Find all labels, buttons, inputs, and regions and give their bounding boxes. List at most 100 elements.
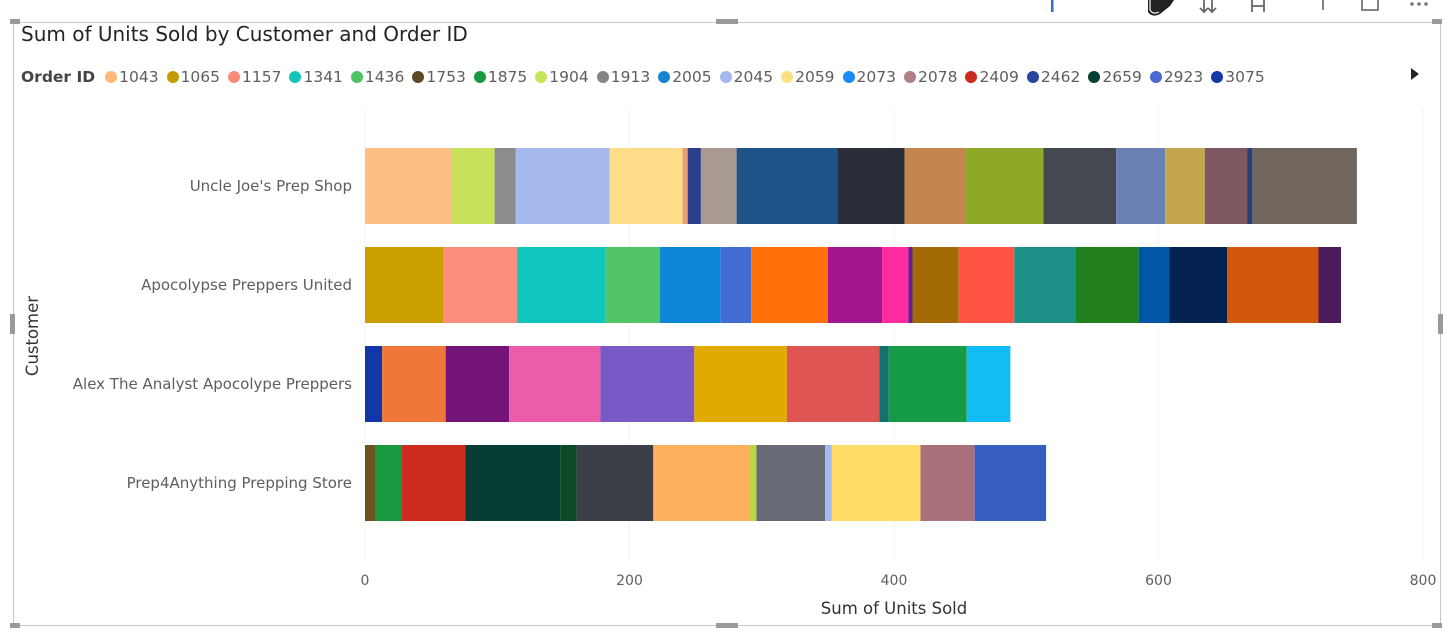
legend-item[interactable]: 2059 [781, 68, 842, 86]
bar-segment [879, 346, 889, 422]
legend-item[interactable]: 2923 [1149, 68, 1211, 86]
bar-segment [920, 445, 975, 521]
legend: Order ID 1043 1065 1157 1341 1436 1753 1875 190… [21, 66, 1273, 88]
bar-segment [966, 346, 1011, 422]
legend-item[interactable]: 1341 [289, 68, 350, 86]
bar-segment [609, 148, 683, 224]
bar-segment [1043, 148, 1117, 224]
bar-segment [1138, 247, 1170, 323]
x-tick-label: 0 [361, 573, 370, 589]
resize-handle-corner-tl[interactable] [10, 19, 20, 24]
bar-segment [653, 445, 750, 521]
legend-item[interactable]: 3075 [1211, 68, 1272, 86]
bar-segment [1014, 247, 1076, 323]
y-axis-title: Customer [23, 296, 42, 376]
bar-segment [365, 346, 383, 422]
expand-all-icon[interactable] [1199, 0, 1217, 14]
legend-item[interactable]: 1913 [596, 68, 658, 86]
bar-segment [600, 346, 695, 422]
legend-label: 3075 [1225, 68, 1265, 86]
legend-label: 2005 [672, 68, 712, 86]
legend-item[interactable]: 1065 [166, 68, 228, 86]
legend-label: 2059 [795, 68, 835, 86]
legend-item[interactable]: 2462 [1026, 68, 1088, 86]
category-label: Apocolypse Preppers United [141, 276, 352, 294]
x-tick-label: 200 [616, 573, 643, 589]
legend-item[interactable]: 2409 [965, 68, 1026, 86]
legend-item[interactable]: 2045 [719, 68, 781, 86]
legend-label: 1753 [426, 68, 466, 86]
legend-item[interactable]: 2659 [1088, 68, 1149, 86]
drill-up-icon[interactable] [1051, 0, 1054, 12]
legend-item[interactable]: 1904 [535, 68, 596, 86]
bar-segment [908, 247, 913, 323]
bar-segment [958, 247, 1015, 323]
bar-segment [375, 445, 403, 521]
legend-swatch [658, 71, 671, 83]
bar-segment [365, 247, 444, 323]
legend-swatch [228, 71, 241, 83]
legend-label: 2078 [918, 68, 958, 86]
bar-segment [515, 148, 610, 224]
legend-swatch [965, 71, 978, 83]
legend-item[interactable]: 1436 [350, 68, 412, 86]
bar-segment [1165, 148, 1205, 224]
resize-handle-corner-tr[interactable] [1432, 19, 1442, 24]
legend-swatch [1088, 71, 1101, 83]
bar-segment [888, 346, 967, 422]
bar-segment [786, 346, 880, 422]
focus-mode-icon[interactable] [1361, 0, 1379, 11]
legend-item[interactable]: 1043 [105, 68, 166, 86]
bar-segment [756, 445, 826, 521]
drill-down-icon[interactable] [1251, 0, 1265, 12]
legend-item[interactable]: 2078 [904, 68, 965, 86]
bar-segment [402, 445, 466, 521]
resize-handle-right[interactable] [1438, 314, 1443, 334]
resize-handle-left[interactable] [10, 314, 15, 334]
bar-segment [751, 247, 828, 323]
bar-segment [659, 247, 721, 323]
bar-segment [1252, 148, 1357, 224]
legend-label: 2923 [1163, 68, 1204, 86]
bar-segment [825, 445, 832, 521]
legend-label: 1341 [303, 68, 343, 86]
legend-item[interactable]: 1157 [228, 68, 289, 86]
legend-item[interactable]: 2073 [842, 68, 904, 86]
category-label: Uncle Joe's Prep Shop [190, 177, 352, 195]
legend-swatch [1211, 71, 1224, 83]
category-label: Alex The Analyst Apocolype Preppers [73, 375, 352, 393]
bar-segment [1247, 148, 1253, 224]
x-tick-label: 400 [881, 573, 908, 589]
resize-handle-corner-bl[interactable] [10, 623, 20, 628]
resize-handle-corner-br[interactable] [1432, 623, 1442, 628]
legend-next-arrow-icon[interactable] [1411, 68, 1419, 80]
bar-segment [605, 247, 660, 323]
legend-swatch [781, 71, 794, 83]
bar-segment [1318, 247, 1342, 323]
resize-handle-bottom[interactable] [716, 623, 738, 628]
legend-swatch [289, 71, 302, 83]
bar-segment [1204, 148, 1248, 224]
legend-label: 1157 [242, 68, 282, 86]
legend-label: 2045 [733, 68, 774, 86]
legend-item[interactable]: 2005 [658, 68, 719, 86]
bar-segment [560, 445, 577, 521]
bar-segment [720, 247, 752, 323]
bar-segment [517, 247, 606, 323]
legend-item[interactable]: 1753 [412, 68, 473, 86]
legend-swatch [719, 71, 732, 83]
legend-label: 1065 [180, 68, 221, 86]
bar-segment [445, 346, 510, 422]
bar-segment [1169, 247, 1228, 323]
chart-title: Sum of Units Sold by Customer and Order … [21, 22, 468, 46]
legend-item[interactable]: 1875 [473, 68, 535, 86]
resize-handle-top[interactable] [716, 19, 738, 24]
bar-segment [904, 148, 966, 224]
bar-segment [576, 445, 654, 521]
legend-swatch [904, 71, 916, 83]
x-axis-title: Sum of Units Sold [821, 599, 967, 618]
more-options-icon[interactable] [1410, 2, 1428, 6]
bar-segment [1227, 247, 1319, 323]
bar-segment [365, 445, 376, 521]
